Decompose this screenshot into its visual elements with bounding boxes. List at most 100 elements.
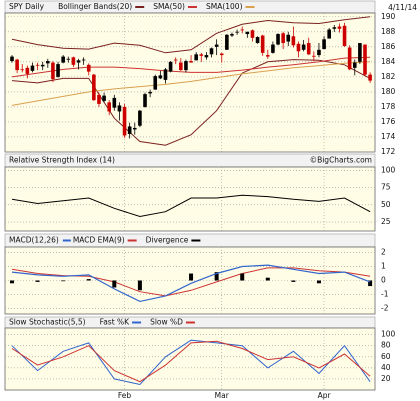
y-tick-label: 80 [381, 341, 391, 350]
indicator-line [11, 61, 371, 106]
divergence-bar [137, 280, 142, 291]
y-tick-label: 1 [381, 262, 386, 271]
indicator-line [11, 340, 371, 383]
y-tick-label: 75 [381, 183, 391, 192]
candle-body [15, 59, 19, 71]
candle-body [204, 55, 209, 58]
indicator-line [11, 59, 371, 146]
y-tick-label: 60 [381, 352, 391, 361]
legend-label: Slow %D [150, 318, 183, 327]
y-tick-label: 20 [381, 374, 391, 383]
candle-body [337, 26, 342, 29]
legend-label: SMA(100) [206, 2, 243, 11]
y-tick-label: 188 [381, 27, 396, 36]
candle-body [92, 74, 96, 101]
y-tick-label: 172 [381, 147, 396, 156]
indicator-line [11, 56, 371, 78]
candle-body [281, 33, 285, 44]
divergence-bar [214, 272, 219, 281]
candle-body [35, 64, 40, 66]
x-tick-label: Mar [215, 391, 230, 400]
candle-body [271, 44, 275, 53]
candle-body [332, 27, 337, 29]
divergence-bar [61, 280, 66, 282]
candle-body [286, 34, 291, 42]
candle-body [81, 59, 86, 61]
divergence-bar [316, 280, 321, 284]
candle-body [219, 53, 224, 56]
panel-title: Relative Strength Index (14) [9, 156, 115, 165]
candle-body [107, 102, 112, 112]
candle-body [199, 54, 204, 56]
candle-body [352, 62, 357, 68]
candle-body [71, 57, 76, 65]
divergence-bar [265, 277, 270, 281]
y-tick-label: 100 [381, 165, 396, 174]
y-tick-label: -2 [381, 303, 389, 312]
candle-body [46, 61, 50, 64]
candle-body [76, 60, 81, 63]
y-tick-label: 186 [381, 42, 396, 51]
y-tick-label: 184 [381, 57, 396, 66]
panel-title: Slow Stochastic(5,5) [9, 318, 86, 327]
divergence-bar [291, 280, 296, 282]
plot-area [4, 12, 376, 153]
candle-body [40, 64, 45, 67]
candle-body [327, 29, 331, 39]
candle-body [117, 105, 122, 112]
candle-body [184, 61, 188, 71]
candle-body [10, 56, 14, 62]
candle-body [127, 126, 132, 134]
candle-body [322, 39, 326, 50]
candle-body [291, 36, 296, 46]
y-tick-label: 25 [381, 217, 391, 226]
legend-label: Bollinger Bands(20) [58, 2, 132, 11]
candle-body [66, 58, 71, 60]
candle-body [97, 94, 101, 104]
indicator-line [11, 264, 371, 303]
candle-body [30, 65, 35, 71]
candle-body [179, 62, 183, 71]
y-tick-label: 190 [381, 12, 396, 21]
candle-body [148, 91, 152, 94]
candle-body [153, 76, 158, 90]
candle-body [225, 34, 229, 50]
divergence-bar [10, 280, 14, 284]
legend-label: MACD EMA(9) [73, 236, 125, 245]
candle-body [158, 75, 163, 79]
y-tick-label: 176 [381, 117, 396, 126]
divergence-bar [368, 280, 373, 287]
indicator-line [11, 194, 371, 218]
y-tick-label: 50 [381, 200, 391, 209]
candle-body [230, 34, 234, 36]
candle-body [368, 74, 372, 81]
candle-body [61, 56, 65, 63]
legend-label: SMA(50) [153, 2, 185, 11]
y-tick-label: 0 [381, 276, 386, 285]
y-tick-label: 178 [381, 102, 396, 111]
candle-body [132, 127, 137, 130]
candle-body [86, 64, 91, 72]
candle-body [301, 44, 306, 50]
candle-body [102, 95, 106, 101]
candle-body [363, 44, 367, 75]
header-bar [4, 233, 376, 248]
legend-label: Fast %K [100, 318, 131, 327]
divergence-bar [86, 279, 91, 281]
plot-area [4, 327, 376, 391]
candle-body [194, 54, 198, 61]
candle-body [255, 37, 260, 44]
candle-body [317, 49, 321, 56]
candle-body [20, 69, 25, 71]
candle-body [250, 30, 255, 38]
divergence-bar [112, 280, 117, 288]
candle-body [173, 59, 178, 61]
candle-body [163, 69, 168, 80]
candle-body [214, 44, 219, 47]
candle-body [306, 43, 311, 55]
candle-body [168, 61, 173, 72]
legend-label: Divergence [146, 236, 189, 245]
panel-title: MACD(12,26) [9, 236, 59, 245]
y-tick-label: 174 [381, 132, 396, 141]
